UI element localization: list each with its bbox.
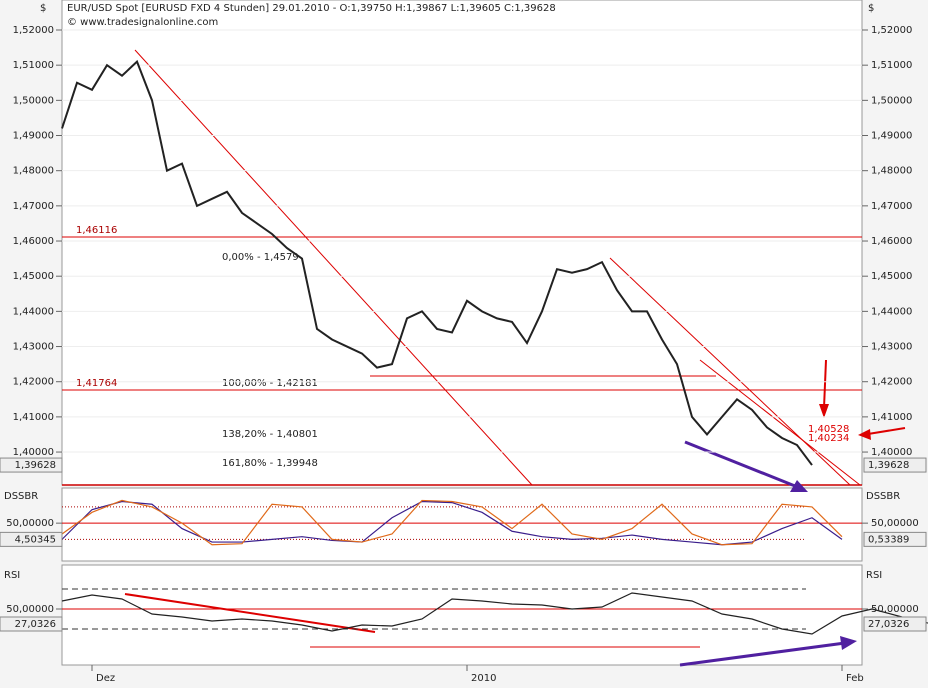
currency: $ — [868, 3, 874, 14]
y-tick-label: 1,41000 — [13, 412, 54, 423]
panel-title: DSSBR — [4, 491, 38, 502]
y-tick-label: 1,48000 — [13, 166, 54, 177]
fib-label: 0,00% - 1,4579 — [222, 252, 299, 263]
value-box — [863, 457, 927, 473]
rsi-panel — [61, 564, 863, 666]
value-box — [0, 457, 63, 473]
value-label: 4,50345 — [15, 534, 56, 545]
value-box — [0, 616, 63, 632]
y-tick-label: 1,43000 — [13, 342, 54, 353]
y-tick-label: 1,46000 — [871, 236, 912, 247]
y-tick-label: 1,49000 — [871, 131, 912, 142]
trend-line — [134, 49, 533, 486]
y-tick-label: 1,40000 — [871, 447, 912, 458]
y-tick-label: 1,49000 — [13, 131, 54, 142]
arrow — [867, 427, 906, 435]
value-box — [863, 531, 927, 547]
x-tick-label: Dez — [96, 673, 115, 684]
arrow-head — [840, 636, 857, 650]
y-tick-label: 50,00000 — [871, 518, 919, 529]
y-tick-label: 50,00000 — [6, 518, 54, 529]
arrow-head — [819, 404, 829, 418]
y-tick-label: 1,51000 — [13, 60, 54, 71]
y-tick-label: 1,47000 — [871, 201, 912, 212]
y-tick-label: 1,44000 — [13, 306, 54, 317]
arrow-head — [858, 429, 871, 440]
y-tick-label: 1,50000 — [13, 95, 54, 106]
y-tick-label: 1,46000 — [13, 236, 54, 247]
price-panel — [61, 0, 863, 486]
value-box — [0, 531, 63, 547]
panel-title: RSI — [866, 570, 882, 581]
y-tick-label: 1,47000 — [13, 201, 54, 212]
level-label: 1,41764 — [76, 378, 117, 389]
trend-line — [609, 257, 851, 486]
panel-title: RSI — [4, 570, 20, 581]
arrow-head — [790, 480, 808, 492]
series-line — [61, 59, 813, 466]
currency: $ — [40, 3, 46, 14]
y-tick-label: 50,00000 — [6, 604, 54, 615]
arrow — [823, 359, 827, 409]
y-tick-label: 50,00000 — [871, 604, 919, 615]
value-label: 27,0326 — [868, 619, 909, 630]
arrow — [679, 641, 846, 667]
source: © www.tradesignalonline.com — [67, 17, 218, 28]
value-box — [863, 616, 927, 632]
price-label: 1,40234 — [808, 433, 849, 444]
y-tick-label: 1,50000 — [871, 95, 912, 106]
dssbr-panel — [61, 487, 863, 562]
series-line — [61, 592, 928, 635]
rsi-trend-line — [124, 593, 376, 633]
y-tick-label: 1,40000 — [13, 447, 54, 458]
level-label: 1,46116 — [76, 225, 117, 236]
series-line — [61, 499, 843, 546]
y-tick-label: 1,43000 — [871, 342, 912, 353]
price-label: 1,40528 — [808, 424, 849, 435]
fib-label: 161,80% - 1,39948 — [222, 458, 318, 469]
y-tick-label: 1,52000 — [871, 25, 912, 36]
y-tick-label: 1,45000 — [871, 271, 912, 282]
y-tick-label: 1,42000 — [13, 377, 54, 388]
panel-title: DSSBR — [866, 491, 900, 502]
value-label: 27,0326 — [15, 619, 56, 630]
y-tick-label: 1,42000 — [871, 377, 912, 388]
value-label: 1,39628 — [868, 460, 909, 471]
value-label: 1,39628 — [15, 460, 56, 471]
y-tick-label: 1,45000 — [13, 271, 54, 282]
y-tick-label: 1,44000 — [871, 306, 912, 317]
value-label: 0,53389 — [868, 534, 909, 545]
y-tick-label: 1,48000 — [871, 166, 912, 177]
arrow — [684, 440, 801, 490]
x-tick-label: Feb — [846, 673, 864, 684]
y-tick-label: 1,51000 — [871, 60, 912, 71]
x-tick-label: 2010 — [471, 673, 496, 684]
y-tick-label: 1,52000 — [13, 25, 54, 36]
fib-label: 138,20% - 1,40801 — [222, 429, 318, 440]
y-tick-label: 1,41000 — [871, 412, 912, 423]
fib-label: 100,00% - 1,42181 — [222, 378, 318, 389]
series-line — [61, 500, 843, 546]
chart-title: EUR/USD Spot [EURUSD FXD 4 Stunden] 29.0… — [67, 3, 556, 14]
trend-line — [699, 359, 861, 486]
